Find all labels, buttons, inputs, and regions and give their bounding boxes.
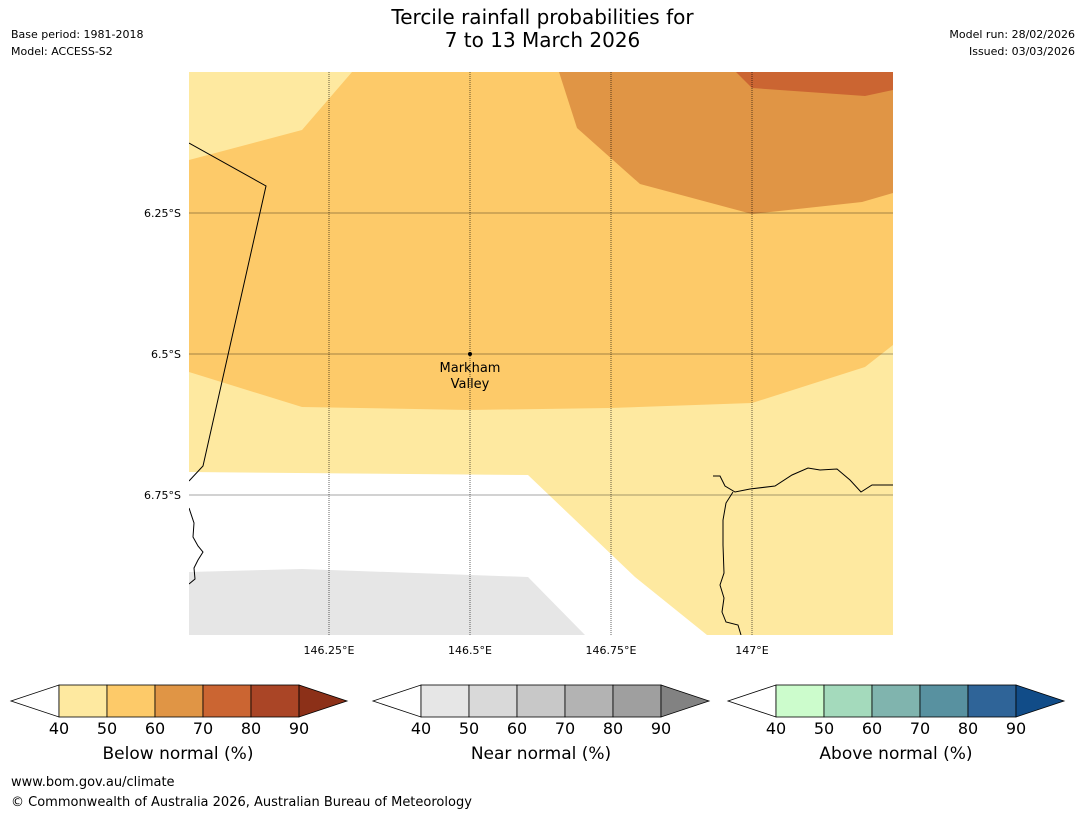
colorbar-segment <box>775 684 825 718</box>
colorbar-above-label: Above normal (%) <box>819 744 973 764</box>
colorbar-segment <box>612 684 662 718</box>
huon-gulf-west-shore <box>719 491 742 635</box>
lon-label: 147°E <box>735 644 768 657</box>
colorbar-segment <box>58 684 108 718</box>
colorbar-extend-high <box>298 684 349 718</box>
colorbar-segment <box>516 684 566 718</box>
lon-label: 146.75°E <box>586 644 637 657</box>
colorbar-tick-label: 90 <box>289 719 309 738</box>
colorbar-segment <box>106 684 156 718</box>
colorbar-tick-label: 90 <box>651 719 671 738</box>
colorbar-below-normal: 40 50 60 70 80 90 <box>9 684 349 738</box>
colorbar-segment <box>564 684 614 718</box>
meta-right: Model run: 28/02/2026 Issued: 03/03/2026 <box>949 26 1075 60</box>
lon-label: 146.25°E <box>304 644 355 657</box>
model-run-text: Model run: 28/02/2026 <box>949 28 1075 41</box>
footer-copyright: © Commonwealth of Australia 2026, Austra… <box>11 795 472 810</box>
colorbar-tick-label: 50 <box>459 719 479 738</box>
colorbar-tick-label: 80 <box>958 719 978 738</box>
colorbar-tick-label: 80 <box>241 719 261 738</box>
colorbar-segment <box>154 684 204 718</box>
colorbar-segment <box>468 684 518 718</box>
colorbar-tick-label: 60 <box>507 719 527 738</box>
colorbar-tick-label: 50 <box>97 719 117 738</box>
huon-gulf-coastline <box>713 467 893 493</box>
location-name-line-1: Markham <box>440 361 501 376</box>
lat-label: 6.75°S <box>144 489 181 502</box>
colorbar-above-normal: 40 50 60 70 80 90 <box>726 684 1066 738</box>
colorbar-tick-label: 40 <box>49 719 69 738</box>
colorbar-extend-low <box>9 684 60 718</box>
colorbar-segment <box>967 684 1017 718</box>
colorbar-below-label: Below normal (%) <box>102 744 254 764</box>
colorbar-tick-label: 70 <box>193 719 213 738</box>
colorbar-tick-label: 90 <box>1006 719 1026 738</box>
colorbar-tick-label: 70 <box>555 719 575 738</box>
colorbar-segment <box>919 684 969 718</box>
graticule <box>189 72 893 635</box>
location-name-line-2: Valley <box>451 377 490 392</box>
colorbar-tick-label: 70 <box>910 719 930 738</box>
probability-shading <box>189 72 893 635</box>
axis-labels: 6.25°S 6.5°S 6.75°S 146.25°E 146.5°E 146… <box>144 207 769 657</box>
west-coastline <box>189 507 204 585</box>
colorbar-segment <box>871 684 921 718</box>
colorbar-segment <box>202 684 252 718</box>
colorbar-tick-label: 50 <box>814 719 834 738</box>
colorbar-extend-low <box>726 684 777 718</box>
colorbar-tick-label: 60 <box>862 719 882 738</box>
issued-text: Issued: 03/03/2026 <box>968 45 1075 58</box>
base-period-text: Base period: 1981-2018 <box>11 28 144 41</box>
colorbar-extend-high <box>660 684 711 718</box>
lon-label: 146.5°E <box>448 644 492 657</box>
colorbar-tick-label: 40 <box>411 719 431 738</box>
title-line-2: 7 to 13 March 2026 <box>444 28 641 52</box>
colorbar-tick-label: 80 <box>603 719 623 738</box>
model-text: Model: ACCESS-S2 <box>11 45 113 58</box>
colorbar-near-label: Near normal (%) <box>470 744 612 764</box>
title-line-1: Tercile rainfall probabilities for <box>391 5 694 29</box>
colorbar-segment <box>250 684 300 718</box>
lat-label: 6.25°S <box>144 207 181 220</box>
below-70-80-region <box>736 72 893 96</box>
colorbar-segment <box>823 684 873 718</box>
colorbar-extend-low <box>371 684 422 718</box>
location-marker <box>468 352 472 356</box>
near-40-50-region <box>189 569 585 635</box>
province-border <box>189 142 267 482</box>
colorbar-segment <box>420 684 470 718</box>
coastlines <box>189 142 893 635</box>
colorbar-tick-label: 60 <box>145 719 165 738</box>
lat-label: 6.5°S <box>151 348 181 361</box>
chart-title: Tercile rainfall probabilities for 7 to … <box>0 6 1085 52</box>
below-60-70-region <box>559 72 893 214</box>
colorbar-tick-label: 40 <box>766 719 786 738</box>
footer-url: www.bom.gov.au/climate <box>11 775 175 790</box>
colorbar-near-normal: 40 50 60 70 80 90 <box>371 684 711 738</box>
meta-left: Base period: 1981-2018 Model: ACCESS-S2 <box>11 26 143 60</box>
colorbar-extend-high <box>1015 684 1066 718</box>
